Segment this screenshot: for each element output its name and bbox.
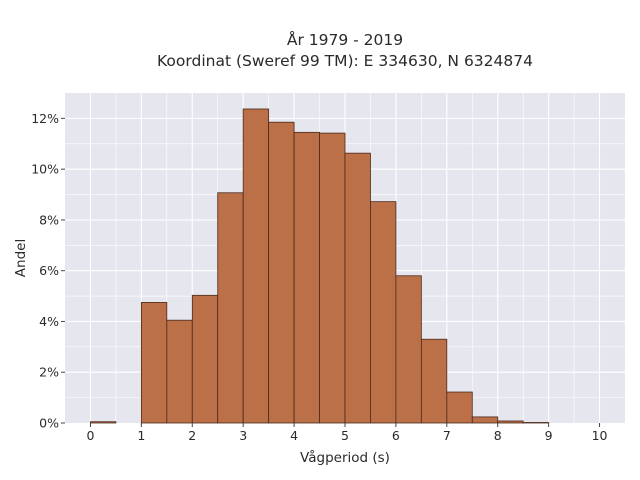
chart-title-line-2: Koordinat (Sweref 99 TM): E 334630, N 63… <box>157 52 533 70</box>
histogram-bar <box>344 152 371 424</box>
histogram-bar <box>420 338 448 424</box>
histogram-bar <box>293 131 320 424</box>
histogram-bar <box>395 275 422 424</box>
histogram-bars <box>90 108 550 424</box>
histogram-bar <box>370 201 397 424</box>
histogram-bar <box>242 108 270 424</box>
x-tick-label: 1 <box>137 428 145 443</box>
x-tick-label: 10 <box>592 428 608 443</box>
histogram-bar <box>268 121 295 424</box>
y-tick-label: 12% <box>31 111 59 126</box>
y-axis-title: Andel <box>13 239 29 277</box>
histogram-bar <box>166 319 193 424</box>
x-tick-label: 5 <box>341 428 349 443</box>
histogram-bar <box>140 302 168 424</box>
x-tick-label: 9 <box>545 428 553 443</box>
x-tick-label: 4 <box>290 428 298 443</box>
y-axis-ticks: 0% 2% 4% 6% 8% 10% 12% <box>31 111 65 431</box>
y-tick-label: 6% <box>39 263 59 278</box>
x-tick-label: 7 <box>443 428 451 443</box>
histogram-bar <box>191 294 219 424</box>
histogram-bar <box>522 422 550 424</box>
x-tick-label: 0 <box>86 428 94 443</box>
x-axis-title: Vågperiod (s) <box>300 449 390 466</box>
histogram-bar <box>471 416 499 424</box>
y-tick-label: 8% <box>39 212 59 227</box>
y-tick-label: 2% <box>39 365 59 380</box>
histogram-bar <box>90 421 117 424</box>
x-tick-label: 6 <box>392 428 400 443</box>
x-tick-label: 8 <box>494 428 502 443</box>
x-tick-label: 2 <box>188 428 196 443</box>
histogram-bar <box>217 192 244 424</box>
histogram-bar <box>319 132 346 424</box>
x-tick-label: 3 <box>239 428 247 443</box>
chart-title-line-1: År 1979 - 2019 <box>287 30 403 49</box>
y-tick-label: 4% <box>39 314 59 329</box>
histogram-bar <box>497 420 524 424</box>
histogram-bar <box>446 391 473 424</box>
x-axis-ticks: 0 1 2 3 4 5 6 7 8 9 10 <box>86 423 608 443</box>
y-tick-label: 10% <box>31 162 59 177</box>
y-tick-label: 0% <box>39 416 59 431</box>
